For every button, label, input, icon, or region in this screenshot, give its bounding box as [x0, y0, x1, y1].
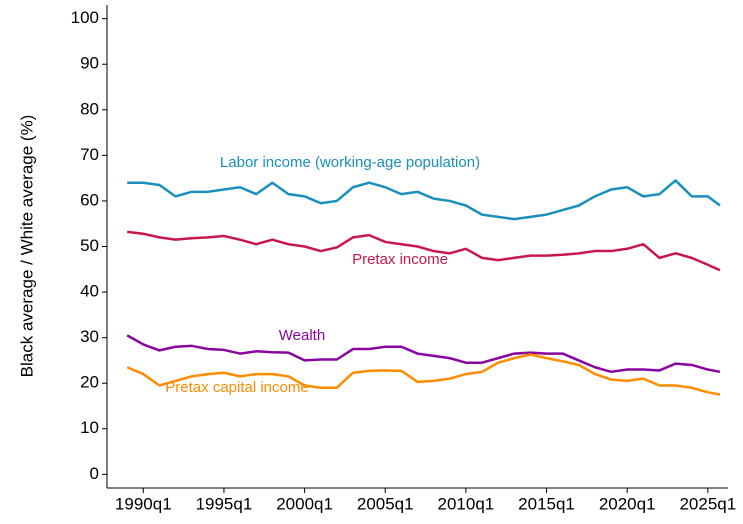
series-line [126, 334, 721, 374]
series-label: Labor income (working-age population) [220, 154, 480, 171]
y-tick-label: 90 [80, 54, 99, 73]
x-tick-label: 2020q1 [599, 494, 656, 513]
x-tick-label: 1995q1 [196, 494, 253, 513]
x-tick-label: 2025q1 [679, 494, 736, 513]
y-tick-label: 80 [80, 99, 99, 118]
x-tick-label: 2015q1 [518, 494, 575, 513]
series-line [126, 353, 721, 396]
x-tick-label: 1990q1 [115, 494, 172, 513]
y-tick-label: 60 [80, 190, 99, 209]
y-tick-label: 30 [80, 327, 99, 346]
y-tick-label: 50 [80, 236, 99, 255]
series-line [127, 179, 721, 221]
y-tick-label: 100 [71, 8, 99, 27]
y-tick-label: 0 [90, 464, 99, 483]
x-tick-label: 2005q1 [357, 494, 414, 513]
x-tick-label: 2000q1 [276, 494, 333, 513]
series-label: Wealth [279, 327, 325, 344]
y-tick-label: 70 [80, 145, 99, 164]
y-tick-label: 20 [80, 373, 99, 392]
series-label: Pretax income [352, 251, 448, 268]
y-tick-label: 10 [80, 418, 99, 437]
series-line [127, 230, 721, 272]
y-axis-title: Black average / White average (%) [17, 115, 36, 378]
series-label: Pretax capital income [165, 379, 308, 396]
x-tick-label: 2010q1 [438, 494, 495, 513]
y-tick-label: 40 [80, 282, 99, 301]
